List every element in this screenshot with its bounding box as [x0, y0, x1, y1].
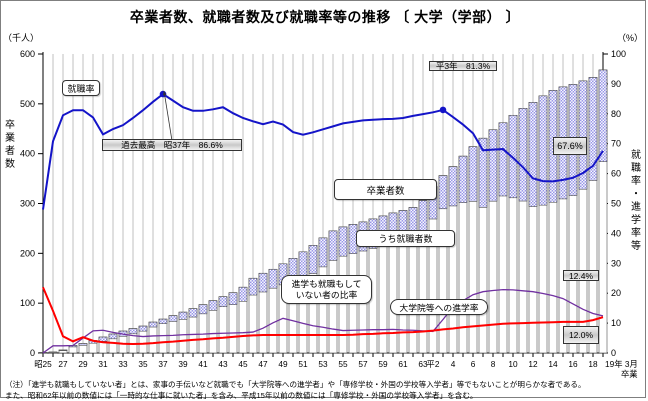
svg-text:平2: 平2: [427, 359, 440, 369]
svg-text:70: 70: [611, 139, 621, 149]
svg-text:33: 33: [118, 359, 128, 369]
svg-text:18: 18: [588, 359, 598, 369]
svg-text:55: 55: [338, 359, 348, 369]
svg-text:400: 400: [20, 149, 35, 159]
svg-text:41: 41: [198, 359, 208, 369]
svg-text:80: 80: [611, 109, 621, 119]
svg-text:200: 200: [20, 248, 35, 258]
svg-text:600: 600: [20, 49, 35, 59]
svg-text:8: 8: [491, 359, 496, 369]
svg-text:4: 4: [451, 359, 456, 369]
svg-text:6: 6: [471, 359, 476, 369]
svg-text:昭25: 昭25: [34, 359, 52, 369]
svg-text:57: 57: [358, 359, 368, 369]
svg-text:37: 37: [158, 359, 168, 369]
svg-text:20: 20: [611, 288, 621, 298]
svg-text:60: 60: [611, 169, 621, 179]
svg-text:29: 29: [78, 359, 88, 369]
svg-text:53: 53: [318, 359, 328, 369]
svg-text:卒業: 卒業: [621, 369, 638, 379]
svg-text:39: 39: [178, 359, 188, 369]
svg-text:35: 35: [138, 359, 148, 369]
svg-text:51: 51: [298, 359, 308, 369]
svg-text:100: 100: [20, 298, 35, 308]
svg-text:47: 47: [258, 359, 268, 369]
svg-text:30: 30: [611, 258, 621, 268]
svg-text:90: 90: [611, 79, 621, 89]
svg-text:27: 27: [58, 359, 68, 369]
svg-text:12: 12: [528, 359, 538, 369]
svg-text:43: 43: [218, 359, 228, 369]
svg-text:50: 50: [611, 199, 621, 209]
svg-text:19年 3月: 19年 3月: [605, 359, 638, 369]
svg-text:500: 500: [20, 99, 35, 109]
svg-text:61: 61: [398, 359, 408, 369]
svg-text:16: 16: [568, 359, 578, 369]
svg-text:40: 40: [611, 228, 621, 238]
svg-text:59: 59: [378, 359, 388, 369]
svg-text:31: 31: [98, 359, 108, 369]
svg-text:0: 0: [611, 348, 616, 358]
svg-text:0: 0: [30, 348, 35, 358]
svg-text:49: 49: [278, 359, 288, 369]
svg-text:10: 10: [508, 359, 518, 369]
svg-text:100: 100: [611, 49, 626, 59]
svg-text:14: 14: [548, 359, 558, 369]
svg-text:300: 300: [20, 199, 35, 209]
svg-text:10: 10: [611, 318, 621, 328]
svg-text:45: 45: [238, 359, 248, 369]
